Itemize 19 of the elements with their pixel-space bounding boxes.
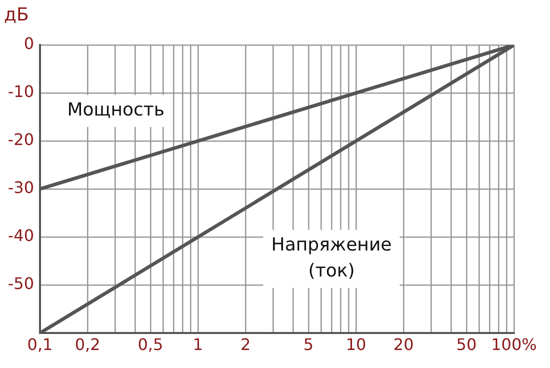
x-tick-label: 1 [192,334,204,354]
y-tick-label: -20 [8,130,34,150]
x-tick-label: 100% [491,334,537,354]
y-tick-label: -40 [8,226,34,246]
y-tick-label: 0 [24,34,34,54]
y-tick-label: -50 [8,274,34,294]
y-tick-label: -10 [8,82,34,102]
y-axis-title: дБ [4,4,29,26]
x-tick-label: 0,1 [27,334,53,354]
x-tick-label: 20 [393,334,414,354]
x-tick-label: 50 [456,334,477,354]
series-label: Напряжение (ток) [271,234,392,282]
series-label: Мощность [67,100,164,121]
x-tick-label: 2 [240,334,251,354]
y-tick-label: -30 [8,178,34,198]
x-tick-label: 5 [303,334,314,354]
x-tick-label: 0,5 [138,334,164,354]
x-tick-label: 10 [346,334,366,354]
x-tick-label: 0,2 [74,334,100,354]
